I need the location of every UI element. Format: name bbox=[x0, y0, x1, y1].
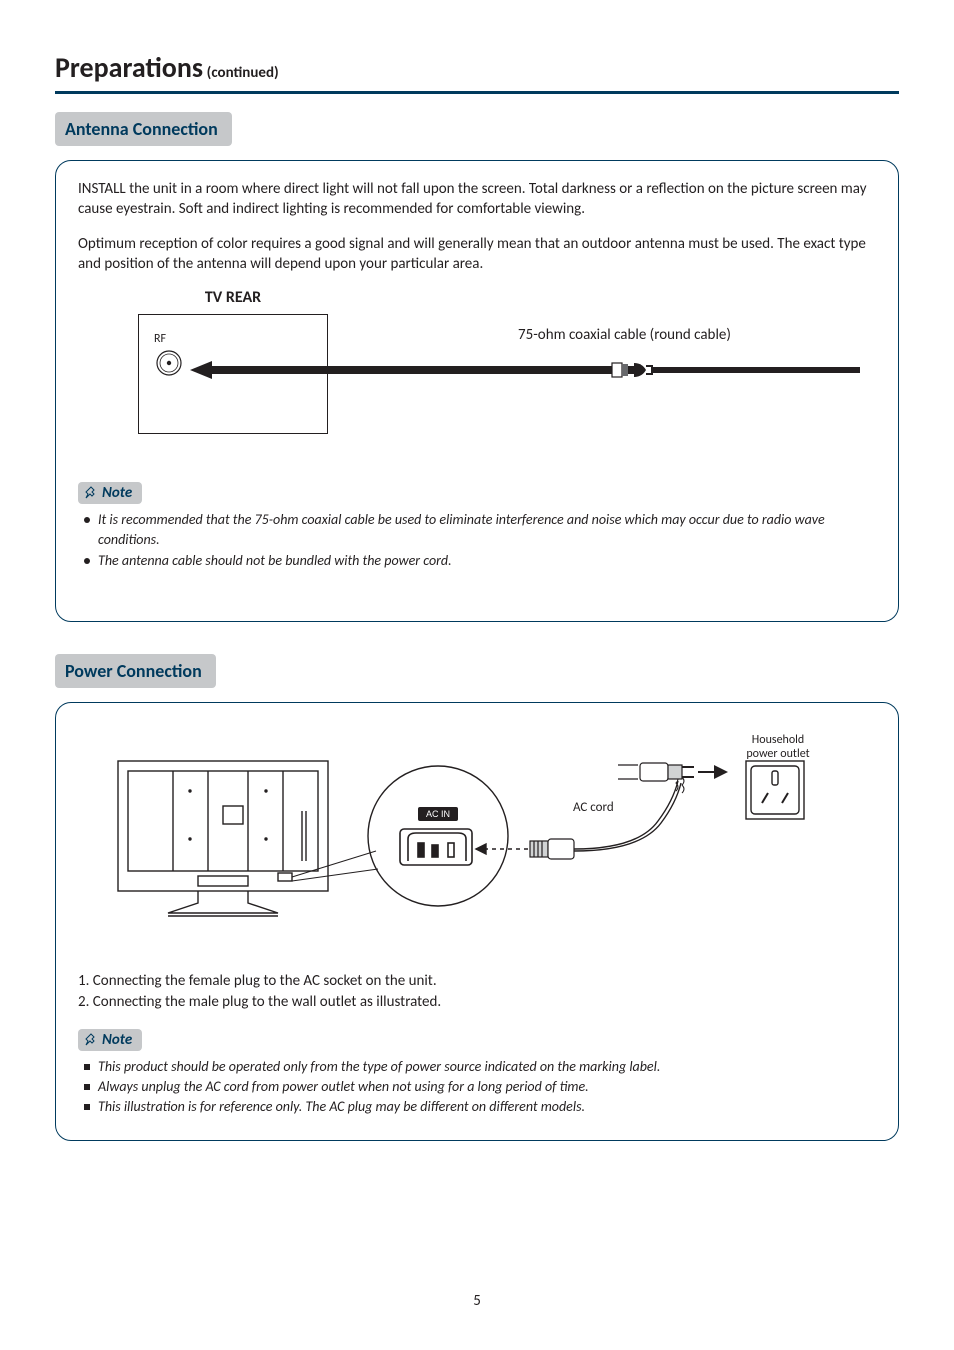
antenna-para1: INSTALL the unit in a room where direct … bbox=[78, 179, 876, 220]
antenna-panel: INSTALL the unit in a room where direct … bbox=[55, 160, 899, 622]
power-diagram-svg: AC IN bbox=[78, 721, 878, 951]
antenna-note-item: The antenna cable should not be bundled … bbox=[84, 551, 876, 571]
power-step-2: 2. Connecting the male plug to the wall … bbox=[78, 992, 876, 1013]
coax-label: 75-ohm coaxial cable (round cable) bbox=[518, 326, 731, 344]
tv-rear-diagram: TV REAR RF 75-ohm coaxial cable (round c… bbox=[78, 288, 876, 458]
note-badge-antenna: Note bbox=[78, 482, 142, 504]
power-note-item: Always unplug the AC cord from power out… bbox=[84, 1077, 876, 1097]
title-main: Preparations bbox=[55, 50, 203, 85]
antenna-note-item: It is recommended that the 75-ohm coaxia… bbox=[84, 510, 876, 551]
outlet-label-1: Household bbox=[752, 733, 804, 747]
ac-in-label: AC IN bbox=[426, 809, 450, 819]
page-number: 5 bbox=[0, 1292, 954, 1310]
title-rule bbox=[55, 91, 899, 94]
page-title: Preparations (continued) bbox=[55, 50, 899, 85]
outlet-label-2: power outlet bbox=[746, 747, 809, 761]
power-panel: AC IN bbox=[55, 702, 899, 1141]
note-badge-power: Note bbox=[78, 1029, 142, 1051]
note-label-antenna: Note bbox=[102, 484, 132, 502]
title-sub: (continued) bbox=[207, 64, 279, 82]
section-heading-antenna: Antenna Connection bbox=[55, 112, 232, 146]
section-heading-power: Power Connection bbox=[55, 654, 216, 688]
power-steps: 1. Connecting the female plug to the AC … bbox=[78, 971, 876, 1013]
pin-icon bbox=[84, 1033, 98, 1047]
power-step-1: 1. Connecting the female plug to the AC … bbox=[78, 971, 876, 992]
power-diagram: AC IN bbox=[78, 721, 876, 951]
power-notes: This product should be operated only fro… bbox=[78, 1057, 876, 1118]
rf-port-icon bbox=[156, 350, 182, 376]
rf-label: RF bbox=[154, 332, 166, 346]
tv-rear-label: TV REAR bbox=[138, 288, 328, 307]
coax-cable-icon bbox=[190, 360, 860, 380]
ac-cord-label: AC cord bbox=[573, 800, 614, 815]
note-label-power: Note bbox=[102, 1031, 132, 1049]
power-note-item: This product should be operated only fro… bbox=[84, 1057, 876, 1077]
pin-icon bbox=[84, 486, 98, 500]
antenna-para2: Optimum reception of color requires a go… bbox=[78, 234, 876, 275]
antenna-notes: It is recommended that the 75-ohm coaxia… bbox=[78, 510, 876, 571]
power-note-item: This illustration is for reference only.… bbox=[84, 1097, 876, 1117]
